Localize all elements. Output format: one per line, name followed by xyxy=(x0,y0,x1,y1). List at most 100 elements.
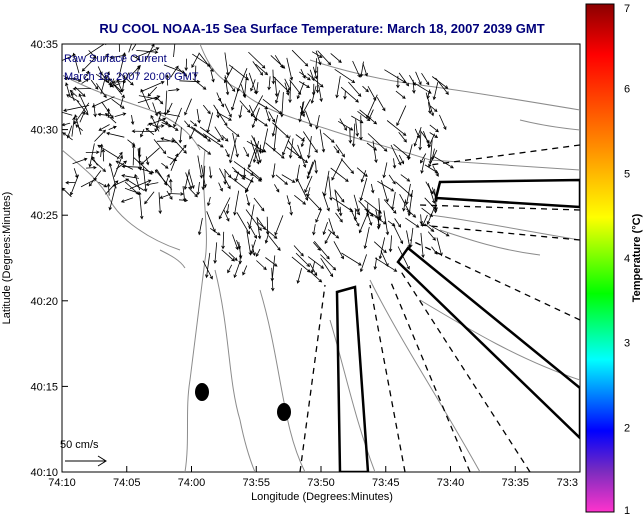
current-vector xyxy=(69,89,78,97)
current-vector xyxy=(275,174,289,185)
current-vector xyxy=(351,115,364,124)
current-vector xyxy=(334,189,341,213)
x-tick-label: 73:40 xyxy=(437,477,465,489)
current-vector xyxy=(335,212,343,223)
annotation-line-2: March 18, 2007 20:00 GMT xyxy=(64,71,199,83)
current-vector xyxy=(248,51,266,69)
current-vector xyxy=(402,199,406,212)
current-vector xyxy=(231,166,246,180)
current-vector xyxy=(366,209,373,226)
current-vector xyxy=(258,102,269,110)
current-vector xyxy=(62,187,72,198)
current-vector xyxy=(173,44,176,58)
current-vector xyxy=(246,221,258,239)
current-vector xyxy=(415,71,422,86)
current-vector xyxy=(439,114,447,131)
current-vector xyxy=(348,127,353,144)
current-vector xyxy=(382,162,388,179)
y-tick-label: 40:15 xyxy=(30,381,58,393)
current-vector xyxy=(100,74,107,95)
current-vector xyxy=(165,74,170,86)
current-vector xyxy=(198,52,214,73)
current-vector xyxy=(65,82,71,98)
current-vector xyxy=(170,65,179,78)
current-vector xyxy=(268,111,276,123)
station-marker-1 xyxy=(195,383,209,401)
colorbar xyxy=(585,3,615,513)
current-vector xyxy=(183,169,190,190)
current-vector xyxy=(286,195,291,206)
current-vector xyxy=(207,196,211,207)
current-vector xyxy=(190,126,212,142)
current-vector xyxy=(135,47,160,58)
current-vector xyxy=(333,241,344,260)
current-vector xyxy=(71,116,76,137)
current-vector xyxy=(295,134,305,142)
current-vector xyxy=(131,44,137,51)
current-vector xyxy=(334,190,345,203)
current-vector xyxy=(293,245,304,257)
current-vector xyxy=(178,198,189,203)
current-vector xyxy=(398,72,410,87)
current-vector xyxy=(271,163,276,179)
current-vector xyxy=(313,241,330,260)
current-vector xyxy=(295,252,311,267)
current-vector xyxy=(161,122,172,128)
current-vector xyxy=(202,104,211,115)
radar-coverage-boxes xyxy=(335,178,580,472)
current-vector xyxy=(406,230,412,249)
current-vector xyxy=(378,237,386,260)
current-vector xyxy=(97,66,103,76)
current-vector xyxy=(298,81,311,88)
current-vector xyxy=(62,122,71,127)
current-vector xyxy=(388,174,396,185)
current-vector xyxy=(314,160,318,174)
current-vector xyxy=(367,133,388,152)
current-vector xyxy=(252,61,264,76)
current-vector xyxy=(335,75,341,99)
current-vector xyxy=(221,134,229,142)
current-vector xyxy=(261,128,269,154)
current-vector xyxy=(251,107,260,129)
current-vector xyxy=(419,214,424,225)
current-vector xyxy=(91,156,98,166)
current-vector xyxy=(351,123,356,148)
current-vector xyxy=(223,209,230,222)
y-axis-label: Latitude (Degrees:Minutes) xyxy=(1,192,13,325)
current-vector xyxy=(359,115,363,141)
current-vector xyxy=(224,76,236,92)
current-vector xyxy=(238,105,243,119)
current-vector xyxy=(353,194,360,213)
current-vector xyxy=(219,168,231,190)
current-vector xyxy=(296,82,305,100)
current-vector xyxy=(228,252,238,261)
colorbar-ticks: 7 6 5 4 3 2 1 xyxy=(624,3,630,517)
current-vector xyxy=(317,50,332,66)
current-vector xyxy=(129,179,152,190)
current-vector xyxy=(328,176,333,201)
current-vector xyxy=(257,222,278,239)
current-vector xyxy=(271,114,279,137)
current-vector xyxy=(253,137,262,164)
current-vector xyxy=(133,157,153,175)
current-vector xyxy=(275,90,280,104)
current-vector xyxy=(265,108,271,122)
current-vector xyxy=(246,194,251,207)
current-vector xyxy=(91,96,115,108)
current-vector xyxy=(90,158,106,173)
current-vector xyxy=(145,182,159,187)
current-vector xyxy=(202,260,213,280)
current-vector xyxy=(139,194,144,220)
current-vector xyxy=(129,65,141,77)
current-vector xyxy=(412,79,416,94)
current-vector xyxy=(147,117,167,126)
current-vector xyxy=(284,82,290,96)
x-tick-label: 73:55 xyxy=(242,477,270,489)
current-vector xyxy=(72,87,92,91)
current-vector xyxy=(65,180,76,185)
current-vector xyxy=(226,126,240,138)
x-tick-label: 73:50 xyxy=(307,477,335,489)
current-vector xyxy=(355,119,359,137)
current-vector xyxy=(201,164,207,188)
current-vector xyxy=(191,53,200,69)
